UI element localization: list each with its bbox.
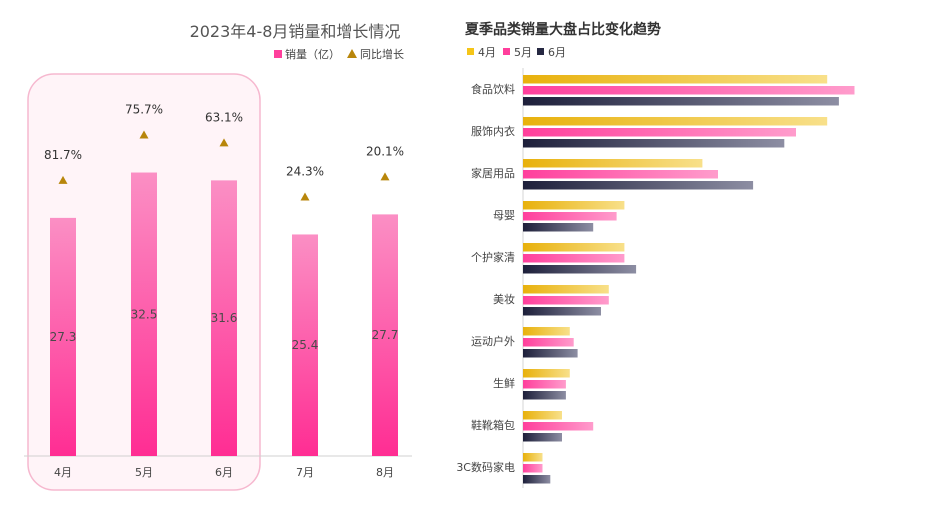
- category-tick-label: 食品饮料: [471, 82, 515, 96]
- month-tick-label: 4月: [54, 466, 72, 479]
- category-tick-label: 母婴: [493, 209, 515, 222]
- sales-value-label: 27.3: [50, 330, 77, 344]
- sales-value-label: 27.7: [372, 328, 399, 342]
- share-bar: [523, 307, 601, 316]
- share-bar: [523, 201, 625, 210]
- share-bar: [523, 86, 855, 95]
- share-bar: [523, 327, 570, 336]
- month-tick-label: 6月: [215, 466, 233, 479]
- sales-value-label: 25.4: [292, 338, 319, 352]
- share-bar: [523, 296, 609, 305]
- share-bar: [523, 212, 617, 221]
- legend-april-swatch: [467, 48, 474, 55]
- share-bar: [523, 475, 551, 484]
- category-tick-label: 3C数码家电: [456, 460, 515, 474]
- share-bar: [523, 265, 637, 274]
- growth-value-label: 81.7%: [44, 148, 82, 162]
- legend-may-label: 5月: [514, 46, 532, 59]
- share-bar: [523, 75, 828, 84]
- share-bar: [523, 170, 718, 179]
- category-tick-label: 运动户外: [471, 334, 515, 348]
- right-chart-title: 夏季品类销量大盘占比变化趋势: [465, 21, 661, 38]
- share-bar: [523, 117, 828, 126]
- category-tick-label: 生鲜: [493, 376, 515, 390]
- share-bar: [523, 464, 543, 473]
- month-tick-label: 7月: [296, 466, 314, 479]
- category-share-chart: 夏季品类销量大盘占比变化趋势 4月 5月 6月 食品饮料服饰内衣家居用品母婴个护…: [456, 21, 855, 488]
- growth-value-label: 24.3%: [286, 164, 324, 178]
- growth-triangle-icon: [300, 192, 310, 201]
- month-tick-label: 5月: [135, 466, 153, 479]
- share-bar: [523, 411, 562, 420]
- sales-growth-chart: 2023年4-8月销量和增长情况 销量（亿） 同比增长 27.3 81.7% 4月 3…: [24, 22, 412, 491]
- share-bar: [523, 422, 594, 431]
- left-chart-title: 2023年4-8月销量和增长情况: [190, 22, 401, 41]
- legend-june-label: 6月: [548, 46, 566, 59]
- legend-sales-label: 销量（亿）: [285, 47, 340, 61]
- legend-growth-label: 同比增长: [360, 47, 404, 61]
- share-bar: [523, 128, 796, 137]
- growth-value-label: 63.1%: [205, 110, 243, 124]
- share-bar: [523, 254, 625, 263]
- share-bar: [523, 433, 562, 442]
- share-bar: [523, 159, 703, 168]
- sales-bar: [292, 234, 318, 456]
- share-bar: [523, 369, 570, 378]
- growth-value-label: 75.7%: [125, 103, 163, 117]
- share-bar: [523, 97, 839, 106]
- share-bar: [523, 349, 578, 358]
- sales-bar: [372, 214, 398, 456]
- sales-value-label: 31.6: [211, 311, 238, 325]
- growth-value-label: 20.1%: [366, 144, 404, 158]
- month-tick-label: 8月: [376, 466, 394, 479]
- legend-june-swatch: [537, 48, 544, 55]
- share-bar: [523, 139, 785, 148]
- legend-april-label: 4月: [478, 46, 496, 59]
- left-legend: 销量（亿） 同比增长: [274, 47, 404, 61]
- left-bar-marks: 27.3 81.7% 4月 32.5 75.7% 5月 31.6 63.1% 6月 25.4 24.…: [44, 103, 404, 479]
- growth-triangle-icon: [58, 175, 68, 184]
- growth-triangle-icon: [219, 138, 229, 147]
- share-bar: [523, 391, 566, 400]
- sales-bar: [50, 217, 76, 456]
- sales-bar: [131, 172, 157, 456]
- category-tick-label: 个护家清: [471, 250, 515, 264]
- sales-value-label: 32.5: [131, 307, 158, 321]
- share-bar: [523, 181, 754, 190]
- category-tick-label: 服饰内衣: [471, 124, 515, 138]
- share-bar: [523, 338, 574, 347]
- growth-triangle-icon: [380, 172, 390, 181]
- category-tick-label: 家居用品: [471, 166, 515, 180]
- share-bar: [523, 223, 594, 232]
- share-bar: [523, 243, 625, 252]
- legend-may-swatch: [503, 48, 510, 55]
- category-tick-label: 美妆: [493, 293, 515, 306]
- sales-bar: [211, 180, 237, 456]
- share-bar: [523, 285, 609, 294]
- growth-triangle-icon: [139, 130, 149, 139]
- right-legend: 4月 5月 6月: [467, 46, 566, 59]
- category-tick-label: 鞋靴箱包: [471, 418, 515, 432]
- legend-growth-triangle-icon: [347, 49, 357, 58]
- share-bar: [523, 453, 543, 462]
- share-bar: [523, 380, 566, 389]
- legend-sales-swatch: [274, 50, 282, 58]
